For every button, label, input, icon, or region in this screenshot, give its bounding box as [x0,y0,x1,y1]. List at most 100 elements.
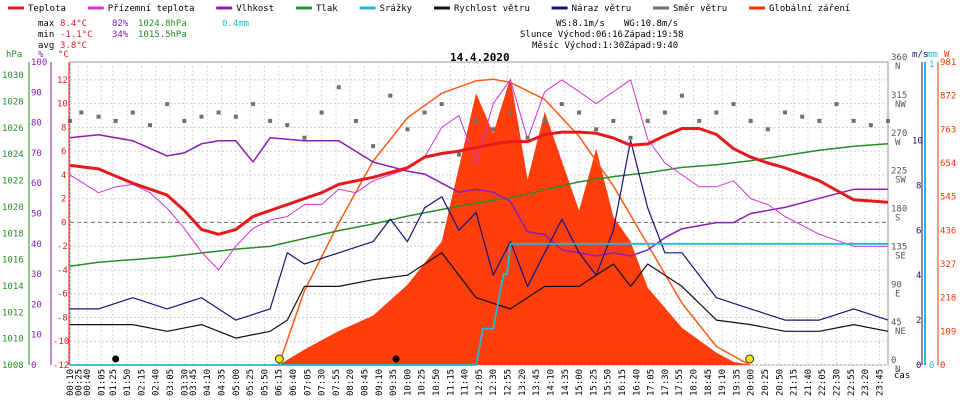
w-tick-label: 545 [940,193,956,203]
dir-tick-compass: NW [895,100,906,110]
degc-tick-label: 8 [61,123,66,133]
legend-label: Rychlost větru [454,4,530,14]
time-tick-label: 22:30 [833,369,843,396]
legend-label: Směr větru [673,4,727,14]
stat-avg-temp: 3.8°C [60,41,87,51]
hpa-tick-label: 1018 [2,229,24,239]
stat-max-temp: 8.4°C [60,19,87,29]
time-tick-label: 14:10 [546,369,556,396]
time-tick-label: 02:40 [152,369,162,396]
time-tick-group: 01:25 [109,369,119,396]
wind-direction-point [371,144,376,149]
time-tick-group: 17:05 [647,369,657,396]
time-tick-group: 05:00 [232,369,242,396]
pct-tick-label: 70 [31,149,42,159]
time-tick-group: 15:50 [604,369,614,396]
time-tick-label: 05:00 [232,369,242,396]
time-tick-group: 03:45 [189,369,199,396]
wind-direction-point [508,110,513,115]
stat-min-press: 1015.5hPa [138,30,187,40]
hpa-tick-label: 1020 [2,203,24,213]
wind-direction-point [422,110,427,115]
sunset-marker [745,354,755,364]
pct-tick-label: 40 [31,240,42,250]
pct-tick-label: 100 [31,58,47,68]
time-tick-group: 11:15 [446,369,456,396]
w-tick-label: 872 [940,92,956,102]
ms-tick-label: 10 [912,137,923,147]
time-tick-label: 08:45 [361,369,371,396]
time-tick-group: 21:15 [790,369,800,396]
series-precipitation [70,242,888,366]
wind-direction-point [577,110,582,115]
dir-tick-value: 180 [891,205,907,215]
degc-tick-label: 6 [61,147,66,157]
pct-tick-label: 80 [31,119,42,129]
time-tick-group: 18:45 [704,369,714,396]
degc-tick-label: -12 [53,361,69,371]
time-tick-group: 03:05 [166,369,176,396]
hpa-unit: hPa [6,50,22,60]
wind-direction-point [165,102,170,107]
time-tick-group: 20:00 [747,369,757,396]
stat-max-label: max [38,19,55,29]
time-tick-label: 19:10 [718,369,728,396]
wind-direction-point [79,110,84,115]
time-tick-label: 01:05 [97,369,107,396]
wind-direction-point [559,102,564,107]
series-wind-gust [70,140,889,321]
time-tick-label: 03:30 [180,369,190,396]
time-tick-label: 07:30 [318,369,328,396]
dir-tick-value: 135 [891,242,907,252]
time-tick-label: 16:15 [618,369,628,396]
wind-direction-point [697,118,702,123]
w-tick-label: 0 [940,361,945,371]
stat-max-press: 1024.8hPa [138,19,187,29]
legend-label: Srážky [380,4,413,14]
time-tick-label: 21:15 [790,369,800,396]
wind-direction-point [130,110,135,115]
stat-max-rain: 0.4mm [222,19,249,29]
time-tick-group: 12:55 [504,369,514,396]
time-tick-label: 18:20 [689,369,699,396]
radiation-fill [278,77,751,366]
degc-tick-label: -6 [57,290,68,300]
wind-direction-point [68,118,72,123]
hpa-tick-label: 1022 [2,177,24,187]
stat-min-label: min [38,30,54,40]
w-tick-label: 109 [940,327,956,337]
wind-direction-point [439,102,444,107]
wind-direction-point [336,85,341,90]
wind-direction-point [147,123,152,128]
time-tick-label: 10:50 [432,369,442,396]
dir-tick-compass: NE [895,327,906,337]
moonrise-marker [112,355,120,363]
series-humidity [69,133,888,257]
time-tick-label: 09:35 [389,369,399,396]
legend-label: Vlhkost [236,4,274,14]
time-tick-group: 10:00 [403,369,413,396]
time-tick-label: 17:30 [661,369,671,396]
hpa-tick-label: 1012 [2,308,24,318]
mm-tick-top: 1 [929,60,934,70]
hpa-tick-label: 1026 [2,124,24,134]
time-tick-label: 13:20 [518,369,528,396]
time-tick-group: 11:40 [461,369,471,396]
time-tick-group: 16:40 [632,369,642,396]
time-tick-group: 08:45 [361,369,371,396]
wind-direction-point [96,114,101,119]
pct-tick-label: 90 [31,88,42,98]
wind-direction-point [731,102,736,107]
time-tick-group: 10:25 [418,369,428,396]
stat-min-temp: -1.1°C [60,30,93,40]
wind-direction-point [868,123,873,128]
wind-direction-point [680,93,685,98]
time-tick-label: 10:00 [403,369,413,396]
info-wg: WG:10.8m/s [624,19,678,29]
degc-tick-label: 12 [57,76,68,86]
degc-tick-label: -2 [57,242,68,252]
wind-direction-point [216,110,221,115]
time-tick-group: 13:45 [532,369,542,396]
time-tick-group: 14:10 [546,369,556,396]
